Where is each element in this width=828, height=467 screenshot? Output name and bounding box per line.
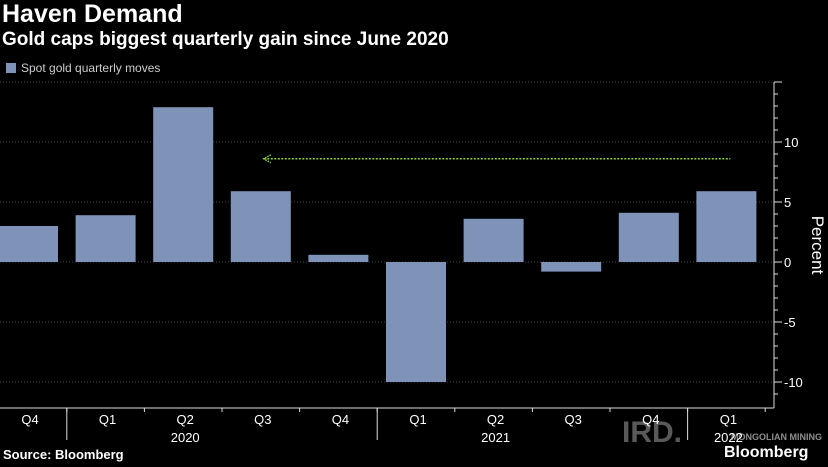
chart-title: Haven Demand [2,0,183,28]
source-note: Source: Bloomberg [3,447,124,462]
bar [696,191,757,262]
year-label: 2020 [171,430,200,445]
y-tick-label: 10 [784,135,798,150]
bar [618,212,679,262]
bar [308,254,369,262]
x-tick-label: Q2 [487,412,504,427]
bar [153,107,214,262]
chart-subtitle: Gold caps biggest quarterly gain since J… [2,29,449,50]
year-label: 2021 [481,430,510,445]
x-tick-label: Q1 [720,412,737,427]
bar [75,215,136,262]
legend: Spot gold quarterly moves [6,61,160,75]
y-tick-label: 0 [784,255,791,270]
brand-logo: Bloomberg [724,444,809,461]
y-tick-label: -10 [784,375,803,390]
x-tick-label: Q4 [642,412,659,427]
x-tick-label: Q1 [99,412,116,427]
bar [0,226,58,262]
bar [386,262,446,382]
x-tick-label: Q4 [21,412,38,427]
bar [463,218,524,262]
x-tick-label: Q3 [565,412,582,427]
watermark-logo: IRD. [622,416,682,449]
year-label: 2022 [714,430,743,445]
watermark-text: MONGOLIAN MINING [731,432,822,442]
y-tick-label: 5 [784,195,791,210]
legend-label: Spot gold quarterly moves [21,61,161,75]
x-tick-label: Q1 [409,412,426,427]
x-tick-label: Q2 [177,412,194,427]
reference-arrowhead [262,154,272,164]
y-axis-label: Percent [808,216,827,275]
x-tick-label: Q4 [332,412,349,427]
y-tick-label: -5 [784,315,796,330]
x-tick-label: Q3 [254,412,271,427]
legend-swatch [6,63,16,73]
bar [230,191,291,262]
bar [541,262,602,272]
